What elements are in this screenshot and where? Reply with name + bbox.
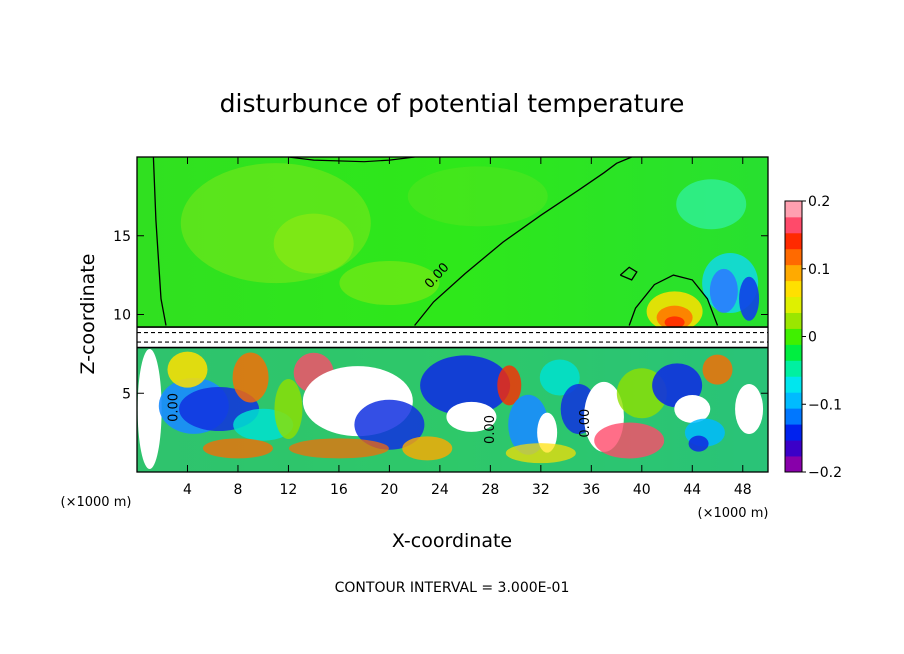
colorbar-segment bbox=[785, 280, 802, 298]
y-axis: 5 10 15 bbox=[113, 229, 768, 402]
turbulence-shade bbox=[674, 395, 711, 423]
turbulence-shade bbox=[702, 354, 733, 385]
x-tick-label: 4 bbox=[183, 482, 192, 498]
turbulence-shade bbox=[446, 401, 497, 432]
zero-contour-line bbox=[414, 157, 632, 326]
colorbar-tick-label: −0.1 bbox=[808, 397, 842, 413]
turbulence-shade bbox=[202, 438, 273, 459]
colorbar-segment bbox=[785, 424, 802, 441]
field-shade bbox=[180, 163, 371, 284]
x-tick-label: 48 bbox=[734, 482, 752, 498]
colorbar-segment bbox=[785, 456, 802, 473]
contour-interval-note: CONTOUR INTERVAL = 3.000E-01 bbox=[335, 580, 570, 596]
colorbar-segment bbox=[785, 216, 802, 234]
x-tick-label: 20 bbox=[380, 482, 398, 498]
turbulence-shade bbox=[402, 436, 453, 461]
field-shade bbox=[709, 268, 738, 313]
colorbar-tick-label: 0.1 bbox=[808, 262, 830, 278]
contour-label: 0.00 bbox=[578, 409, 593, 438]
turbulence-shade bbox=[274, 379, 303, 439]
field-shade bbox=[676, 179, 747, 230]
colorbar-segment bbox=[785, 264, 802, 282]
colorbar-segment bbox=[785, 232, 802, 250]
turbulence-shade bbox=[354, 399, 425, 450]
x-tick-label: 40 bbox=[633, 482, 651, 498]
zero-contour-line bbox=[628, 274, 719, 326]
y-axis-title: Z-coordinate bbox=[77, 254, 99, 375]
colorbar-tick-label: 0 bbox=[808, 330, 817, 346]
turbulence-shade bbox=[505, 443, 576, 464]
colorbar-segment bbox=[785, 248, 802, 266]
contour-labels: 0.000.000.00 0.00 bbox=[166, 260, 592, 444]
colorbar-segment bbox=[785, 296, 802, 313]
colorbar-segment bbox=[785, 312, 802, 329]
x-tick-label: 28 bbox=[481, 482, 499, 498]
turbulence-shade bbox=[137, 349, 162, 469]
colorbar-segment bbox=[785, 344, 802, 361]
colorbar-tick-label: −0.2 bbox=[808, 465, 842, 481]
field-shade bbox=[407, 166, 548, 227]
x-tick-label: 36 bbox=[582, 482, 600, 498]
colorbar-segment bbox=[785, 408, 802, 425]
x-axis-title: X-coordinate bbox=[392, 530, 512, 552]
x-tick-label: 8 bbox=[233, 482, 242, 498]
x-unit-note: (×1000 m) bbox=[698, 506, 769, 521]
colorbar-segment bbox=[785, 360, 802, 377]
zero-contour-line bbox=[152, 157, 167, 326]
zero-contour-line bbox=[288, 157, 415, 163]
x-axis: 4 8 12 16 20 24 28 32 36 40 44 48 bbox=[183, 157, 752, 498]
turbulence-shade bbox=[232, 352, 269, 403]
colorbar-segment bbox=[785, 440, 802, 457]
turbulence-shade bbox=[288, 438, 389, 459]
colorbar-segment bbox=[785, 376, 802, 393]
contour-label: 0.00 bbox=[483, 415, 498, 444]
colorbar-tick-label: 0.2 bbox=[808, 194, 830, 210]
turbulence-shade bbox=[594, 422, 665, 459]
y-tick-label: 5 bbox=[122, 386, 131, 402]
field-shade bbox=[664, 316, 685, 329]
field-shade bbox=[739, 276, 760, 321]
turbulence-shade bbox=[688, 435, 709, 452]
turbulence-shade bbox=[497, 365, 522, 406]
turbulence-shade bbox=[537, 412, 558, 453]
contour-label: 0.00 bbox=[166, 393, 181, 422]
turbulence-shade bbox=[539, 359, 580, 396]
y-unit-note: (×1000 m) bbox=[61, 495, 132, 510]
x-tick-label: 32 bbox=[532, 482, 550, 498]
field-shade bbox=[273, 213, 354, 274]
turbulence-shade bbox=[735, 384, 764, 434]
y-tick-label: 10 bbox=[113, 308, 131, 324]
y-tick-label: 15 bbox=[113, 229, 131, 245]
colorbar-segment bbox=[785, 392, 802, 409]
colorbar: 0.2 0.1 0 −0.1 −0.2 bbox=[784, 194, 842, 481]
zero-contour-line bbox=[619, 266, 638, 281]
turbulence-shade bbox=[167, 351, 208, 388]
contour-lines bbox=[137, 157, 768, 349]
x-tick-label: 24 bbox=[431, 482, 449, 498]
x-tick-label: 12 bbox=[280, 482, 298, 498]
layer-band bbox=[137, 327, 768, 348]
x-tick-label: 16 bbox=[330, 482, 348, 498]
field-shade bbox=[339, 261, 440, 305]
chart-title: disturbunce of potential temperature bbox=[220, 89, 685, 118]
turbulence-shade bbox=[420, 355, 511, 416]
colorbar-segment bbox=[785, 201, 802, 218]
plot-area bbox=[137, 157, 768, 472]
colorbar-segment bbox=[785, 328, 802, 345]
x-tick-label: 44 bbox=[683, 482, 701, 498]
